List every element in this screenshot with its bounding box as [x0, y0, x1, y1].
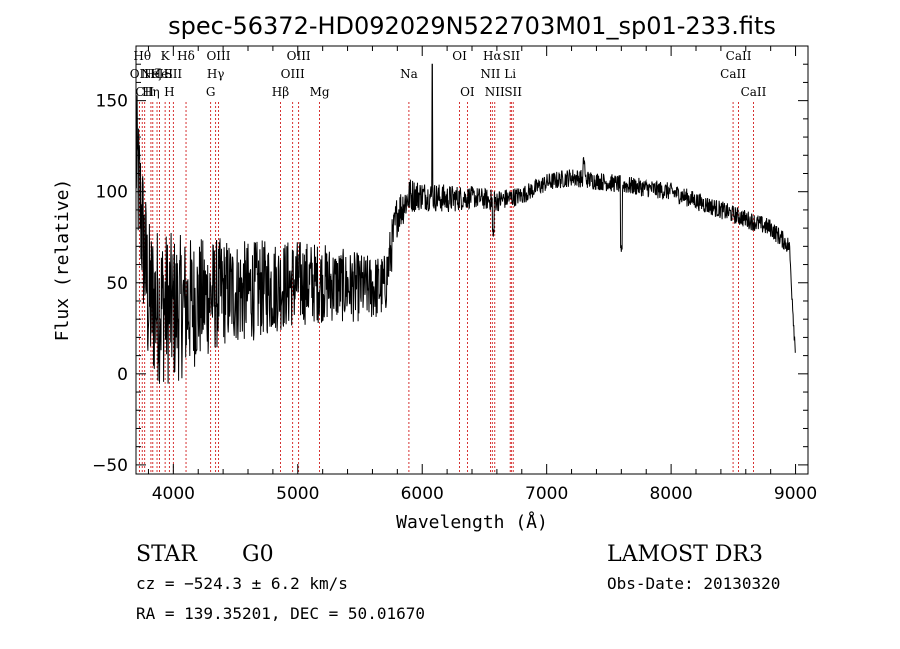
x-tick-label: 5000: [276, 484, 319, 504]
x-tick-label: 8000: [649, 484, 692, 504]
observation-date: Obs-Date: 20130320: [607, 574, 780, 593]
line-marker-label: OIII: [287, 49, 311, 63]
coordinates: RA = 139.35201, DEC = 50.01670: [136, 604, 425, 623]
survey-name: LAMOST DR3: [607, 542, 763, 567]
x-tick-label: 4000: [152, 484, 195, 504]
x-axis-ticks: 4000 5000 6000 7000 8000 9000: [147, 46, 817, 504]
chart-title: spec-56372-HD092029N522703M01_sp01-233.f…: [168, 12, 776, 40]
line-marker-label: K: [161, 49, 171, 63]
line-marker-label: He: [151, 67, 169, 81]
y-tick-label: 150: [96, 92, 128, 112]
x-tick-label: 9000: [774, 484, 817, 504]
spectrum-trace: [135, 63, 796, 384]
line-marker-label: OII: [130, 67, 150, 81]
x-tick-label: 7000: [525, 484, 568, 504]
line-marker-label: Hβ: [272, 85, 289, 99]
line-marker-label: NII: [485, 85, 505, 99]
line-marker-label: OIII: [281, 67, 305, 81]
line-marker-label: Hδ: [177, 49, 195, 63]
line-marker-label: OI: [460, 85, 475, 99]
y-tick-label: 0: [117, 365, 128, 385]
line-marker-label: Hζ: [144, 67, 161, 81]
line-marker-label: Hη: [142, 85, 160, 99]
line-marker-label: CaII: [720, 67, 746, 81]
line-marker-label: Hγ: [207, 67, 225, 81]
line-marker-label: OIII: [206, 49, 230, 63]
line-marker-label: SII: [504, 85, 522, 99]
y-axis-ticks: −50 0 50 100 150: [92, 63, 808, 476]
x-axis-label: Wavelength (Å): [396, 511, 548, 533]
line-marker-label: CaII: [726, 49, 752, 63]
y-tick-label: 100: [96, 183, 128, 203]
line-marker-label: NeIII: [141, 67, 173, 81]
line-marker-label: H: [164, 85, 174, 99]
line-marker-label: CaII: [741, 85, 767, 99]
line-marker-label: Mg: [310, 85, 330, 99]
line-marker-label: OI: [452, 49, 467, 63]
y-tick-label: −50: [92, 456, 128, 476]
line-marker-label: Na: [400, 67, 418, 81]
line-marker-label: Li: [504, 67, 516, 81]
line-marker-label: NII: [480, 67, 500, 81]
line-marker-label: Hθ: [133, 49, 151, 63]
line-marker-label: SII: [502, 49, 520, 63]
object-class: STAR: [136, 542, 198, 567]
line-marker-label: G: [206, 85, 216, 99]
y-tick-label: 50: [106, 274, 128, 294]
spectrum-line: [135, 63, 796, 384]
x-tick-label: 6000: [401, 484, 444, 504]
object-subclass: G0: [242, 542, 274, 567]
line-marker-label: CII: [135, 85, 154, 99]
line-marker-label: Hα: [483, 49, 502, 63]
redshift-cz: cz = −524.3 ± 6.2 km/s: [136, 574, 348, 593]
line-marker-label: SII: [164, 67, 182, 81]
y-axis-label: Flux (relative): [52, 179, 73, 342]
